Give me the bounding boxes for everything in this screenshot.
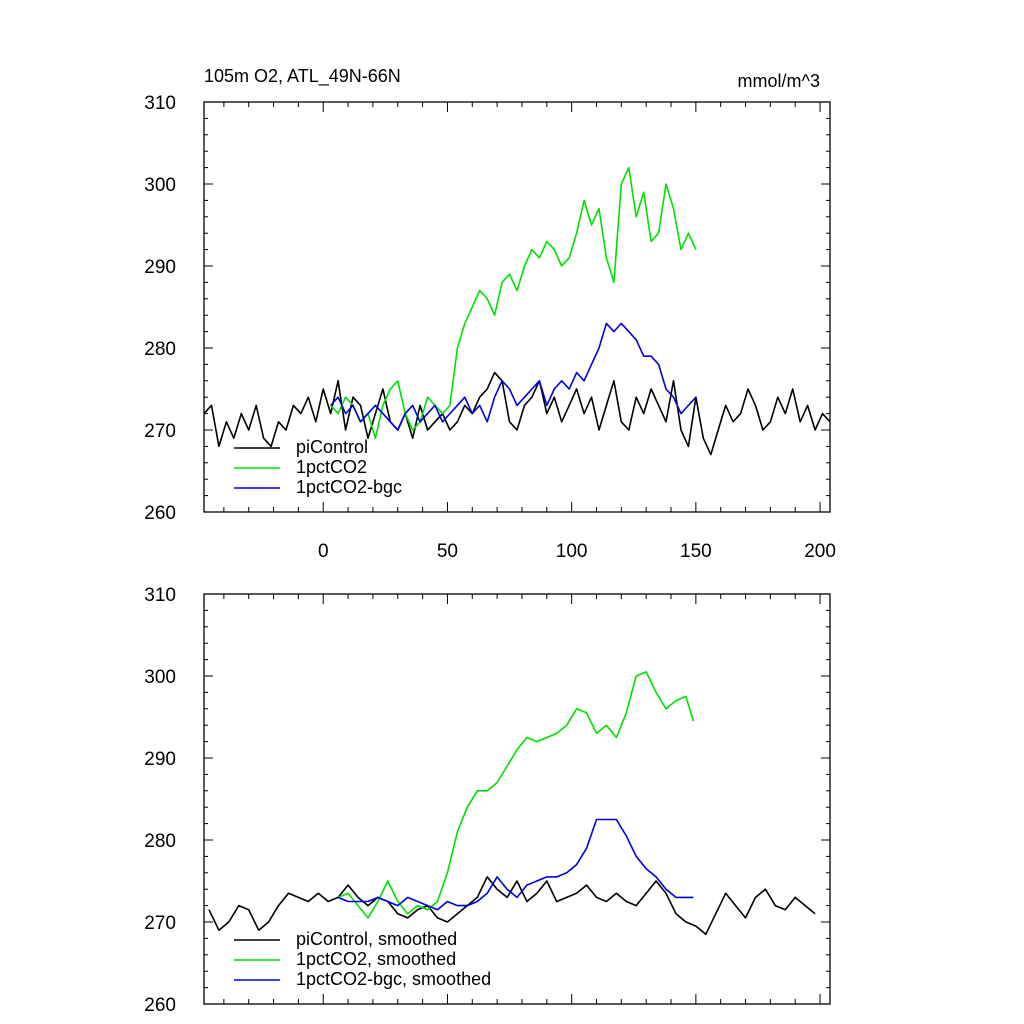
y-tick-label: 260 (144, 503, 176, 524)
x-tick-label: 0 (318, 541, 329, 562)
legend-label: 1pctCO2-bgc (296, 477, 402, 497)
legend-label: 1pctCO2-bgc, smoothed (296, 969, 491, 989)
legend-label: piControl, smoothed (296, 929, 457, 949)
series-line-picontrol-smoothed (208, 876, 816, 936)
x-tick-label: 200 (804, 541, 836, 562)
legend-label: piControl (296, 437, 368, 457)
y-tick-label: 300 (144, 175, 176, 196)
x-tick-label: 50 (437, 541, 458, 562)
series-line-1pctco2-smoothed (337, 671, 695, 919)
top-panel: 105m O2, ATL_49N-66N mmol/m^3 260 270 280 2… (144, 66, 836, 562)
series-line-picontrol (203, 371, 831, 456)
series-line-1pctco2-bgc (330, 322, 697, 431)
y-tick-label: 290 (144, 257, 176, 278)
legend-label: 1pctCO2 (296, 457, 367, 477)
top-panel-units: mmol/m^3 (738, 71, 820, 91)
y-tick-label: 280 (144, 831, 176, 852)
y-tick-label: 310 (144, 93, 176, 114)
y-tick-label: 280 (144, 339, 176, 360)
y-tick-label: 310 (144, 585, 176, 606)
y-tick-label: 270 (144, 421, 176, 442)
plot-frame (203, 101, 831, 513)
series-line-1pctco2 (330, 166, 697, 440)
y-tick-label: 300 (144, 667, 176, 688)
x-tick-label: 100 (556, 541, 588, 562)
plot-frame (203, 593, 831, 1005)
top-panel-title: 105m O2, ATL_49N-66N (204, 66, 401, 87)
x-tick-label: 150 (680, 541, 712, 562)
y-tick-label: 290 (144, 749, 176, 770)
legend-label: 1pctCO2, smoothed (296, 949, 456, 969)
y-tick-label: 260 (144, 995, 176, 1016)
y-tick-label: 270 (144, 913, 176, 934)
series-line-1pctco2-bgc-smoothed (337, 818, 694, 911)
